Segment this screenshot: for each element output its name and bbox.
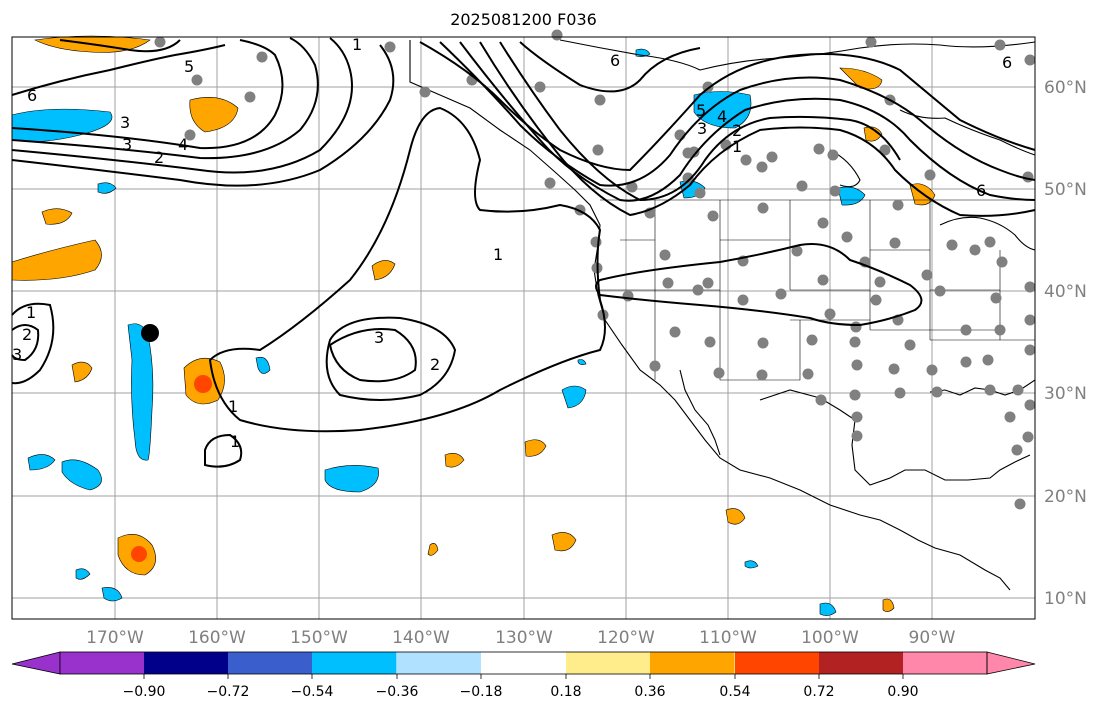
colorbar-tick-label: −0.18 xyxy=(460,684,503,700)
lon-label: 90°W xyxy=(909,628,956,648)
lon-label: 170°W xyxy=(86,628,144,648)
lon-label: 120°W xyxy=(597,628,655,648)
colorbar-segment xyxy=(819,652,904,674)
contour-label: 1 xyxy=(228,397,238,416)
colorbar-segment xyxy=(903,652,988,674)
contour-label: 1 xyxy=(230,432,240,451)
colorbar-segment xyxy=(735,652,820,674)
colorbar-segment xyxy=(481,652,566,674)
lat-label: 50°N xyxy=(1044,180,1087,200)
contour-label: 6 xyxy=(27,86,37,105)
colorbar-max-extension xyxy=(986,651,1036,675)
contour-lines xyxy=(11,37,1036,468)
lat-label: 30°N xyxy=(1044,384,1087,404)
contour-label: 4 xyxy=(178,135,188,154)
contour-label: 2 xyxy=(154,148,164,167)
colorbar-tick-label: 0.72 xyxy=(803,684,834,700)
contour-label: 3 xyxy=(374,328,384,347)
colorbar-segment xyxy=(312,652,397,674)
colorbar-segment xyxy=(397,652,482,674)
station-markers xyxy=(154,29,1036,510)
colorbar-tick-label: 0.90 xyxy=(887,684,918,700)
contour-label: 2 xyxy=(430,355,440,374)
colorbar-tick-label: 0.18 xyxy=(550,684,581,700)
lon-label: 110°W xyxy=(699,628,757,648)
lon-label: 160°W xyxy=(188,628,246,648)
contour-label: 1 xyxy=(732,137,742,156)
colorbar-tick-label: −0.54 xyxy=(291,684,334,700)
contour-label: 3 xyxy=(12,345,22,364)
map-title: 2025081200 F036 xyxy=(450,10,597,29)
contour-label: 3 xyxy=(122,135,132,154)
lat-label: 60°N xyxy=(1044,78,1087,98)
colorbar-ticks xyxy=(143,674,904,679)
colorbar-tick-label: −0.90 xyxy=(123,684,166,700)
contour-label: 5 xyxy=(696,101,706,120)
colorbar-min-extension xyxy=(11,651,61,675)
colorbar-segment xyxy=(650,652,735,674)
colorbar-segment xyxy=(144,652,229,674)
contour-label: 2 xyxy=(732,121,742,140)
contour-label: 6 xyxy=(610,51,620,70)
contour-label: 3 xyxy=(697,119,707,138)
contour-label: 6 xyxy=(976,181,986,200)
lon-label: 130°W xyxy=(495,628,553,648)
lon-label: 150°W xyxy=(290,628,348,648)
contour-label: 6 xyxy=(1002,53,1012,72)
colorbar: −0.90 −0.72 −0.54 −0.36 −0.18 0.18 0.36 … xyxy=(11,651,1036,700)
latitude-labels: 60°N 50°N 40°N 30°N 20°N 10°N xyxy=(1044,78,1087,609)
contour-label: 1 xyxy=(26,303,36,322)
graticule xyxy=(12,37,1035,619)
contour-label: 1 xyxy=(352,35,362,54)
contour-label-group: 6 5 4 3 2 1 1 3 2 1 1 2 3 6 5 4 3 2 1 1 … xyxy=(12,35,1012,451)
colorbar-tick-label: 0.36 xyxy=(634,684,665,700)
colorbar-tick-label: 0.54 xyxy=(719,684,750,700)
colorbar-tick-label: −0.36 xyxy=(376,684,419,700)
colorbar-segment xyxy=(566,652,651,674)
lat-label: 20°N xyxy=(1044,487,1087,507)
lon-label: 140°W xyxy=(392,628,450,648)
lat-label: 40°N xyxy=(1044,282,1087,302)
lat-label: 10°N xyxy=(1044,589,1087,609)
colorbar-tick-label: −0.72 xyxy=(207,684,250,700)
contour-label: 2 xyxy=(22,325,32,344)
colorbar-segment xyxy=(60,652,145,674)
contour-label: 1 xyxy=(493,245,503,264)
longitude-labels: 170°W 160°W 150°W 140°W 130°W 120°W 110°… xyxy=(86,628,956,648)
lon-label: 100°W xyxy=(801,628,859,648)
contour-label: 5 xyxy=(184,57,194,76)
state-borders xyxy=(600,199,1035,381)
highlight-station-marker xyxy=(141,324,159,342)
contour-label: 3 xyxy=(120,113,130,132)
coastlines xyxy=(409,39,1036,591)
contour-label: 4 xyxy=(717,107,727,126)
colorbar-segment xyxy=(228,652,313,674)
